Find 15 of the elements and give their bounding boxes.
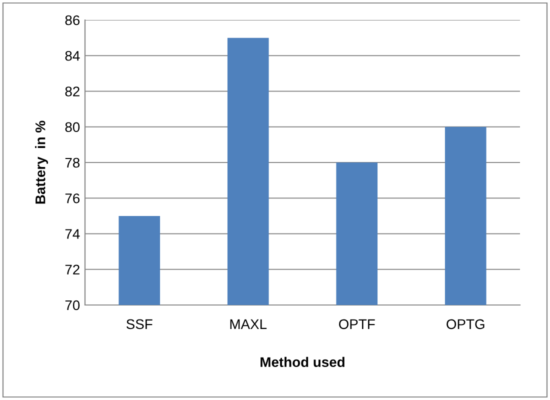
y-tick-label: 76 [65, 193, 80, 204]
x-tick-label: OPTG [446, 319, 484, 330]
x-tick-label: MAXL [230, 319, 267, 329]
y-tick-label: 74 [65, 229, 80, 239]
y-tick-label: 86 [65, 15, 80, 26]
y-tick-label: 70 [65, 300, 80, 310]
x-tick-label: SSF [126, 319, 152, 330]
x-tick-label: OPTF [339, 319, 375, 330]
y-tick-label: 80 [65, 122, 80, 132]
y-tick-label: 72 [65, 264, 80, 274]
y-tick-label: 78 [65, 158, 80, 168]
x-axis-title: Method used [260, 356, 344, 368]
y-axis-title: Battery in % [35, 120, 48, 204]
y-tick-label: 82 [65, 86, 80, 96]
y-tick-label: 84 [65, 50, 80, 61]
